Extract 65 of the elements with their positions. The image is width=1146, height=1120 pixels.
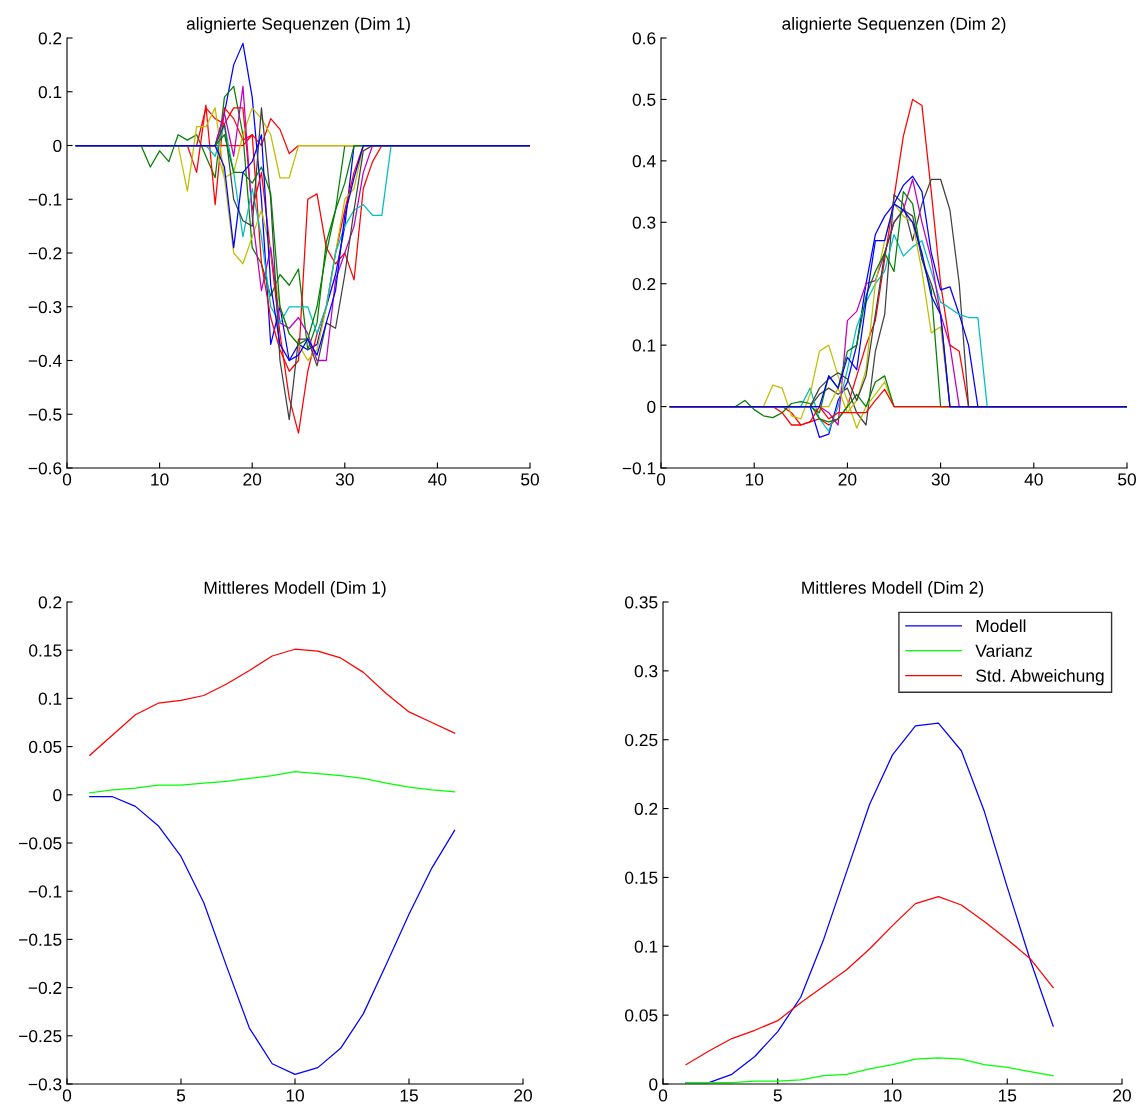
y-tick-label: 0.1	[38, 692, 62, 705]
y-tick-label: 0.35	[625, 596, 658, 609]
y-tick-label: −0.5	[28, 408, 62, 421]
y-tick-label: 0.3	[634, 665, 658, 678]
x-tick-label: 30	[335, 473, 354, 486]
x-tick-label: 0	[62, 1089, 72, 1102]
y-tick-label: 0.2	[38, 32, 62, 45]
x-tick-label: 10	[151, 473, 169, 486]
y-tick-label: −0.4	[28, 354, 62, 367]
y-tick-label: 0.25	[625, 733, 658, 747]
y-tick-label: −0.05	[19, 837, 62, 850]
chart-title: Mittleres Modell (Dim 1)	[204, 581, 386, 598]
y-tick-label: 0	[53, 139, 62, 152]
y-tick-label: −0.6	[28, 462, 62, 475]
y-tick-label: −0.2	[28, 981, 62, 995]
chart-title: Mittleres Modell (Dim 2)	[802, 581, 984, 598]
y-tick-label: −0.1	[622, 462, 656, 475]
x-tick-label: 10	[745, 473, 764, 486]
y-tick-label: 0.05	[29, 740, 62, 754]
y-tick-label: −0.1	[28, 193, 62, 206]
y-tick-label: 0.4	[632, 155, 656, 168]
x-tick-label: 10	[884, 1089, 902, 1102]
y-tick-label: −0.25	[19, 1029, 62, 1043]
y-tick-label: 0.5	[632, 93, 656, 106]
y-tick-label: 0.2	[632, 277, 656, 291]
x-tick-label: 10	[286, 1089, 304, 1102]
legend-label: Std. Abweichung	[976, 669, 1104, 686]
y-tick-label: 0.15	[29, 644, 62, 657]
legend-label: Modell	[976, 619, 1026, 633]
x-tick-label: 5	[773, 1089, 782, 1102]
y-tick-label: 0.1	[632, 339, 656, 352]
y-tick-label: 0.6	[632, 32, 656, 45]
chart-title: alignierte Sequenzen (Dim 1)	[186, 17, 410, 34]
y-tick-label: 0.2	[634, 802, 658, 816]
x-tick-label: 30	[931, 473, 950, 486]
x-tick-label: 15	[400, 1089, 418, 1102]
legend-label: Varianz	[975, 644, 1033, 657]
x-tick-label: 50	[521, 473, 539, 486]
y-tick-label: 0.2	[38, 596, 62, 609]
y-tick-label: 0.15	[625, 871, 658, 884]
y-tick-label: 0.3	[632, 216, 656, 229]
chart-title: alignierte Sequenzen (Dim 2)	[782, 17, 1006, 34]
y-tick-label: −0.2	[28, 247, 62, 260]
x-tick-label: 50	[1118, 473, 1136, 486]
y-tick-label: −0.3	[28, 300, 62, 314]
y-tick-label: −0.3	[28, 1078, 62, 1091]
x-tick-label: 0	[658, 1089, 668, 1102]
x-tick-label: 40	[428, 473, 447, 486]
y-tick-label: 0.1	[38, 85, 62, 99]
x-tick-label: 20	[514, 1089, 532, 1102]
y-tick-label: 0	[53, 788, 62, 802]
y-tick-label: 0.05	[625, 1009, 658, 1022]
y-tick-label: −0.15	[19, 933, 62, 946]
y-tick-label: 0	[647, 400, 656, 414]
x-tick-label: 40	[1024, 473, 1043, 486]
y-tick-label: 0	[649, 1078, 658, 1091]
x-tick-label: 20	[243, 473, 262, 486]
x-tick-label: 20	[838, 473, 857, 486]
x-tick-label: 15	[998, 1089, 1017, 1102]
y-tick-label: −0.1	[28, 885, 62, 898]
x-tick-label: 0	[656, 473, 666, 486]
x-tick-label: 5	[176, 1089, 186, 1102]
y-tick-label: 0.1	[634, 940, 658, 953]
x-tick-label: 20	[1113, 1089, 1131, 1102]
x-tick-label: 0	[62, 473, 72, 486]
